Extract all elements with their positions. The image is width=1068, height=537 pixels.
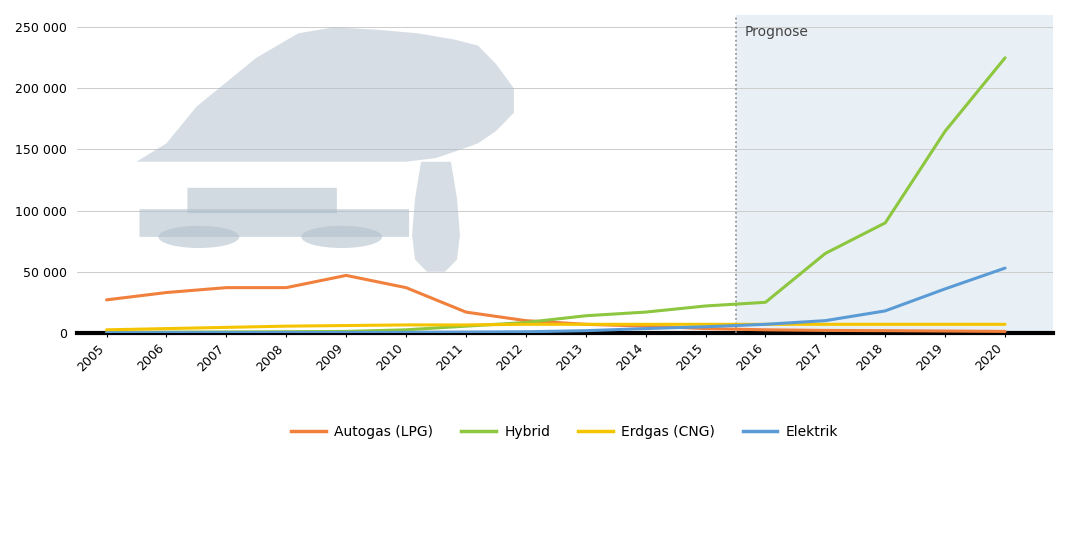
Legend: Autogas (LPG), Hybrid, Erdgas (CNG), Elektrik: Autogas (LPG), Hybrid, Erdgas (CNG), Ele… [286,419,844,445]
Ellipse shape [158,226,239,248]
FancyBboxPatch shape [140,209,409,237]
Ellipse shape [301,226,382,248]
Polygon shape [412,162,460,272]
FancyBboxPatch shape [187,188,336,213]
Bar [736,15,1053,333]
Polygon shape [137,27,514,162]
Text: Prognose: Prognose [744,25,808,39]
